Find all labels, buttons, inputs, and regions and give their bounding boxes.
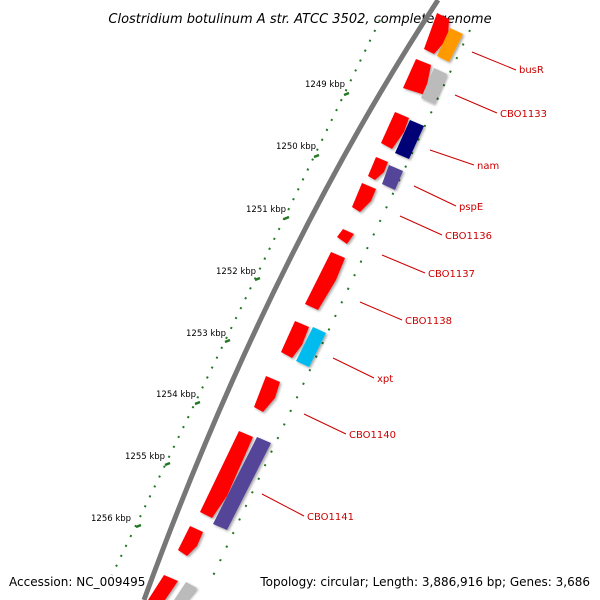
xpt-feature	[296, 327, 326, 367]
gene-label-xpt: xpt	[377, 374, 393, 385]
gene-arrow	[148, 575, 178, 600]
accession-text: Accession: NC_009495	[9, 575, 145, 589]
gray-feature	[174, 582, 197, 600]
gene-arrow	[368, 157, 388, 180]
leader-line	[471, 51, 517, 71]
kbp-label: 1255 kbp	[125, 452, 165, 462]
kbp-label: 1254 kbp	[156, 390, 196, 400]
leader-line	[454, 94, 498, 114]
outer-ruler	[111, 19, 381, 576]
inner-ruler	[211, 29, 471, 579]
kbp-label: 1250 kbp	[276, 142, 316, 152]
gene-arrow	[254, 376, 280, 412]
cbo1133-feature	[421, 68, 447, 104]
gene-label-cbo1138: CBO1138	[405, 316, 452, 327]
kbp-tick	[164, 461, 171, 467]
busr-feature	[437, 28, 463, 62]
colored-features	[174, 28, 463, 600]
gene-label-pspe: pspE	[459, 202, 483, 213]
gene-arrow	[403, 59, 431, 95]
kbp-tick	[254, 276, 261, 282]
cbo1141-feature	[213, 437, 271, 530]
leader-line	[303, 413, 347, 435]
leader-line	[399, 215, 443, 236]
leader-line	[429, 149, 475, 166]
leader-line	[381, 254, 426, 274]
genome-backbone	[141, 0, 441, 600]
kbp-label: 1249 kbp	[305, 80, 345, 90]
leader-line	[261, 493, 305, 517]
kbp-tick	[313, 153, 320, 159]
kbp-tick	[343, 91, 350, 97]
gene-label-nam: nam	[477, 161, 499, 172]
gene-arrow	[381, 112, 409, 149]
leader-line	[332, 357, 375, 379]
gene-labels: busR CBO1133 nam pspE CBO1136 CBO1137 CB…	[307, 65, 547, 523]
kbp-label: 1256 kbp	[91, 514, 131, 524]
gene-arrow	[337, 229, 354, 244]
topology-text: Topology: circular; Length: 3,886,916 bp…	[259, 575, 590, 589]
kbp-tick	[283, 215, 290, 221]
kbp-ticks	[135, 91, 350, 529]
gene-arrow	[305, 252, 345, 310]
kbp-tick	[194, 400, 201, 406]
forward-genes	[148, 13, 449, 600]
label-leaders	[261, 51, 517, 517]
gene-arrow	[200, 431, 253, 518]
gene-label-cbo1141: CBO1141	[307, 512, 354, 523]
kbp-label: 1251 kbp	[246, 205, 286, 215]
nam-feature	[395, 120, 424, 159]
gene-label-cbo1137: CBO1137	[428, 269, 475, 280]
leader-line	[359, 301, 403, 321]
kbp-labels: 1249 kbp 1250 kbp 1251 kbp 1252 kbp 1253…	[91, 80, 345, 524]
kbp-tick	[224, 338, 231, 344]
gene-label-busr: busR	[519, 65, 544, 76]
leader-line	[413, 185, 457, 207]
gene-arrow	[352, 183, 376, 212]
gene-arrow	[281, 321, 309, 358]
gene-label-cbo1133: CBO1133	[500, 109, 547, 120]
pspe-feature	[382, 165, 403, 190]
gene-label-cbo1140: CBO1140	[349, 430, 396, 441]
kbp-label: 1252 kbp	[216, 267, 256, 277]
map-title: Clostridium botulinum A str. ATCC 3502, …	[108, 12, 491, 27]
kbp-tick	[135, 523, 142, 529]
kbp-label: 1253 kbp	[186, 329, 226, 339]
gene-arrow	[178, 526, 203, 556]
gene-label-cbo1136: CBO1136	[445, 231, 492, 242]
